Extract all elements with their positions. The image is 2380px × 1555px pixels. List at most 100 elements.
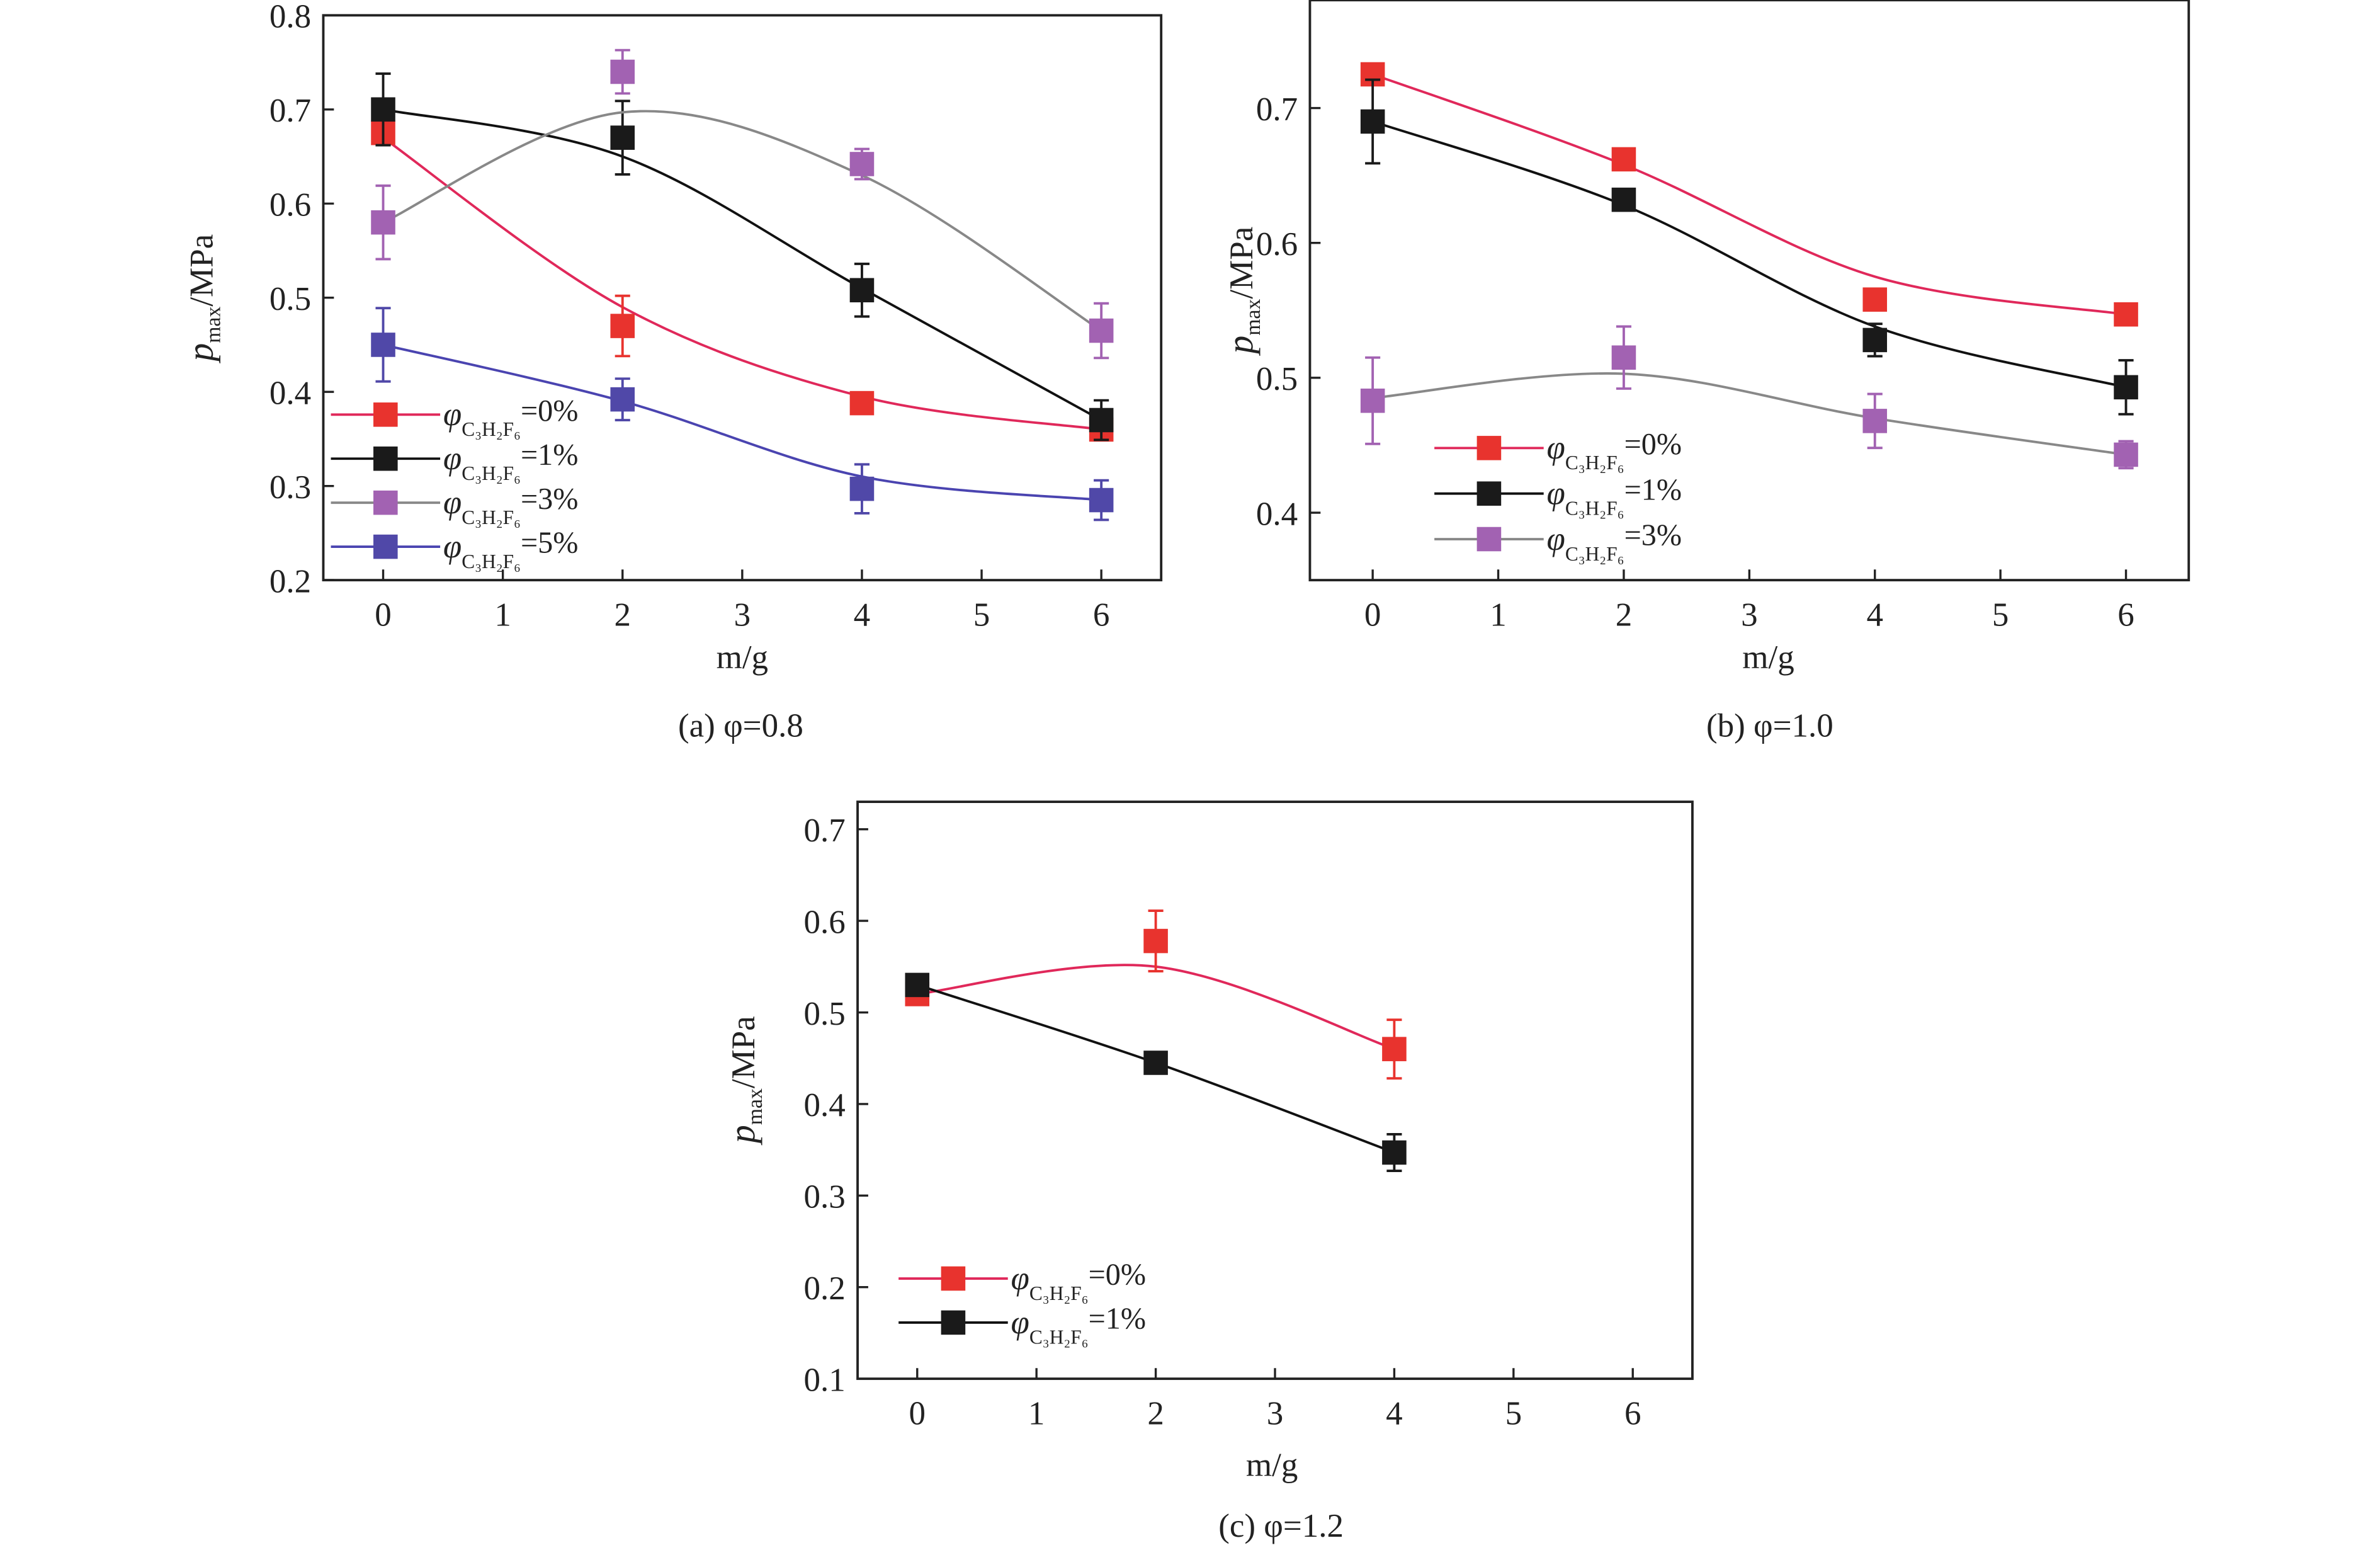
fit-curve [382,137,1102,431]
series-2 [1360,325,2138,470]
y-label-sub: max [202,307,225,343]
y-tick-label: 0.6 [269,187,311,224]
legend-subscript: C₃H₂F₆ [462,418,521,440]
series-3 [371,307,1114,521]
legend-symbol: φ [443,396,462,433]
y-label-sub: max [1242,299,1265,335]
y-tick-label: 0.6 [803,904,845,940]
legend-item: φC₃H₂F₆=5% [331,527,579,572]
data-point [1360,388,1385,413]
data-point [2114,442,2138,467]
legend-subscript: C₃H₂F₆ [1565,452,1624,474]
y-tick-label: 0.5 [269,281,311,317]
y-tick-label: 0.3 [269,469,311,506]
data-point [1089,407,1114,433]
series-0 [1360,62,2138,327]
x-tick-label: 1 [1490,596,1507,633]
legend-item: φC₃H₂F₆=3% [331,482,579,528]
y-tick-label: 0.8 [269,0,311,35]
legend-label: φC₃H₂F₆=5% [443,527,579,572]
data-point [849,476,875,501]
legend-marker [1476,527,1502,552]
data-point [1611,187,1636,212]
chart-caption: (b) φ=1.0 [1706,707,1833,744]
fit-curve [1372,120,2126,389]
legend-value: =0% [1624,428,1682,461]
fit-curve [382,110,1102,332]
legend-label: φC₃H₂F₆=1% [443,438,579,484]
legend-subscript: C₃H₂F₆ [1029,1282,1089,1304]
fit-curve [383,108,1102,421]
legend-item: φC₃H₂F₆=0% [1434,428,1682,474]
y-tick-label: 0.6 [1256,226,1298,263]
legend-label: φC₃H₂F₆=1% [1547,473,1682,519]
x-axis-label: m/g [1742,639,1794,676]
data-point [849,152,875,176]
chart-caption: (a) φ=0.8 [678,707,803,744]
data-point [2114,302,2138,327]
legend-value: =1% [1089,1302,1146,1336]
data-point [1089,487,1114,513]
data-point [1862,409,1888,433]
x-tick-label: 5 [973,596,990,633]
legend-value: =3% [521,482,578,516]
series-1 [905,972,1407,1172]
y-tick-label: 0.4 [803,1087,845,1124]
chart-a: 0 1 2 3 4 5 6 0.2 0.3 0.4 0.5 0.6 0.7 0.8 m/g pmax/MPa (… [180,0,1163,744]
y-tick-label: 0.5 [803,996,845,1032]
legend-symbol: φ [1547,430,1565,466]
y-tick-label: 0.2 [803,1270,845,1307]
x-tick-label: 5 [1992,596,2009,633]
x-tick-label: 2 [614,596,631,633]
legend-symbol: φ [1547,476,1565,512]
x-tick-label: 0 [375,596,392,633]
y-tick-label: 0.7 [803,812,845,849]
legend-value: =0% [521,394,578,428]
legend-label: φC₃H₂F₆=3% [443,482,579,528]
data-point [610,59,635,84]
legend-label: φC₃H₂F₆=0% [443,394,579,440]
legend-value: =1% [1624,473,1682,506]
legend-value: =1% [521,438,578,472]
x-axis-label: m/g [1246,1447,1298,1483]
y-label-sub: max [744,1088,767,1125]
y-tick-label: 0.1 [803,1362,845,1398]
data-point [2114,375,2138,400]
y-label-unit: /MPa [184,234,220,307]
chart-b: 0 1 2 3 4 5 6 0.4 0.5 0.6 0.7 m/g pmax/MPa (b) φ=1.0 φ… [1220,0,2190,744]
legend-marker [1476,436,1502,460]
y-tick-label: 0.7 [269,93,311,129]
data-point [1611,345,1636,370]
legend-label: φC₃H₂F₆=3% [1547,519,1682,565]
data-point [610,387,635,412]
series-2 [371,48,1114,360]
data-point [610,314,635,338]
legend-symbol: φ [443,484,462,521]
legend-symbol: φ [443,528,462,565]
legend-item: φC₃H₂F₆=0% [898,1258,1146,1304]
series-1 [371,72,1114,441]
y-axis-label: pmax/MPa [1220,227,1265,356]
x-axis-label: m/g [717,639,768,676]
legend-marker [373,534,398,559]
x-tick-label: 2 [1147,1395,1164,1432]
data-point [1382,1140,1407,1165]
y-label-unit: /MPa [1223,227,1260,299]
y-label-var: p [180,343,221,364]
x-tick-label: 4 [1866,596,1883,633]
x-tick-label: 3 [1741,596,1758,633]
legend-item: φC₃H₂F₆=1% [898,1302,1146,1348]
legend-subscript: C₃H₂F₆ [462,550,521,572]
data-point [905,972,930,998]
y-axis-label: pmax/MPa [722,1016,767,1146]
legend-value: =3% [1624,519,1682,552]
data-point [1611,147,1636,172]
data-point [849,390,875,416]
data-point [1360,109,1385,134]
x-tick-label: 3 [734,596,751,633]
chart-caption: (c) φ=1.2 [1218,1508,1344,1544]
x-tick-label: 1 [1028,1395,1045,1432]
x-tick-label: 4 [1386,1395,1403,1432]
legend-symbol: φ [1011,1260,1029,1297]
